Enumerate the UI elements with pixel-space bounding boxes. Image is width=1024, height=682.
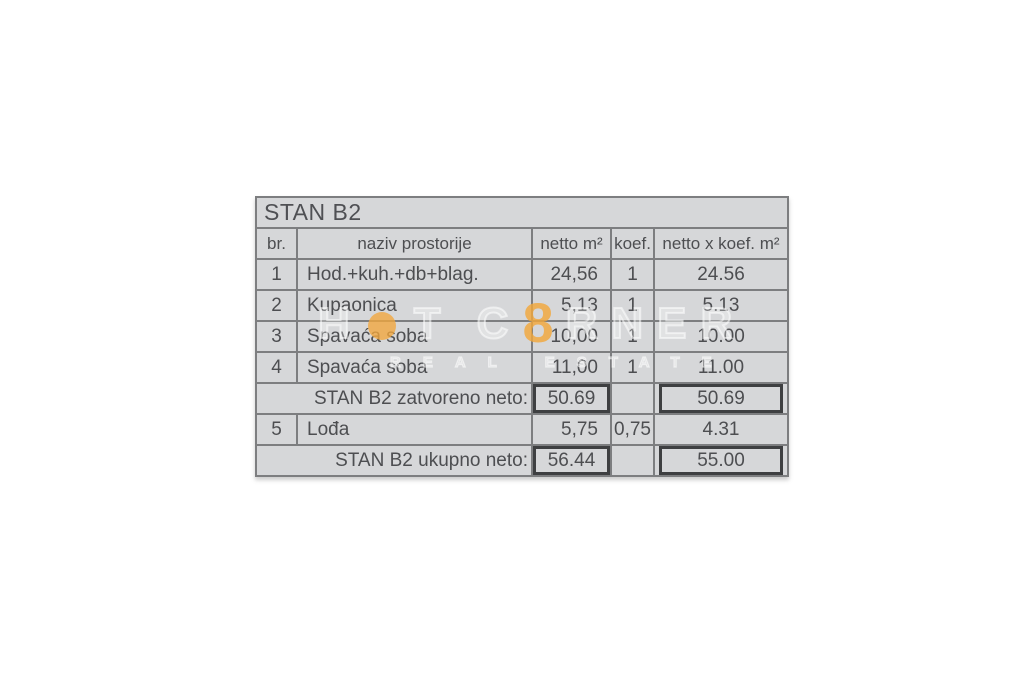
naziv-cell: Spavaća soba [298, 322, 531, 351]
col-header-naziv: naziv prostorije [298, 229, 531, 258]
subtotal-netto-boxed: 50.69 [533, 384, 610, 413]
col-header-br: br. [257, 229, 296, 258]
koef-cell: 0,75 [612, 415, 653, 444]
subtotal-koef-cell [612, 384, 653, 413]
netto-cell: 5,13 [533, 291, 610, 320]
netto-x-koef-cell: 4.31 [655, 415, 787, 444]
netto-cell: 24,56 [533, 260, 610, 289]
koef-cell: 1 [612, 260, 653, 289]
area-table: STAN B2 br. naziv prostorije netto m² ko… [255, 196, 789, 477]
br-cell: 4 [257, 353, 296, 382]
netto-x-koef-cell: 11.00 [655, 353, 787, 382]
netto-x-koef-cell: 10.00 [655, 322, 787, 351]
br-cell: 5 [257, 415, 296, 444]
koef-cell: 1 [612, 322, 653, 351]
subtotal-netto-x-koef-boxed: 50.69 [659, 384, 783, 413]
naziv-cell: Spavaća soba [298, 353, 531, 382]
total-label: STAN B2 ukupno neto: [257, 446, 531, 475]
netto-cell: 5,75 [533, 415, 610, 444]
total-netto-boxed: 56.44 [533, 446, 610, 475]
naziv-cell: Kupaonica [298, 291, 531, 320]
netto-cell: 11,00 [533, 353, 610, 382]
subtotal-label: STAN B2 zatvoreno neto: [257, 384, 531, 413]
col-header-koef: koef. [612, 229, 653, 258]
table-title: STAN B2 [257, 198, 787, 227]
col-header-netto-x-koef: netto x koef. m² [655, 229, 787, 258]
naziv-cell: Hod.+kuh.+db+blag. [298, 260, 531, 289]
br-cell: 3 [257, 322, 296, 351]
subtotal-netto-x-koef-cell: 50.69 [655, 384, 787, 413]
netto-cell: 10,00 [533, 322, 610, 351]
col-header-netto: netto m² [533, 229, 610, 258]
koef-cell: 1 [612, 353, 653, 382]
total-netto-x-koef-cell: 55.00 [655, 446, 787, 475]
koef-cell: 1 [612, 291, 653, 320]
total-koef-cell [612, 446, 653, 475]
netto-x-koef-cell: 24.56 [655, 260, 787, 289]
total-netto-x-koef-boxed: 55.00 [659, 446, 783, 475]
netto-x-koef-cell: 5.13 [655, 291, 787, 320]
naziv-cell: Lođa [298, 415, 531, 444]
br-cell: 1 [257, 260, 296, 289]
br-cell: 2 [257, 291, 296, 320]
